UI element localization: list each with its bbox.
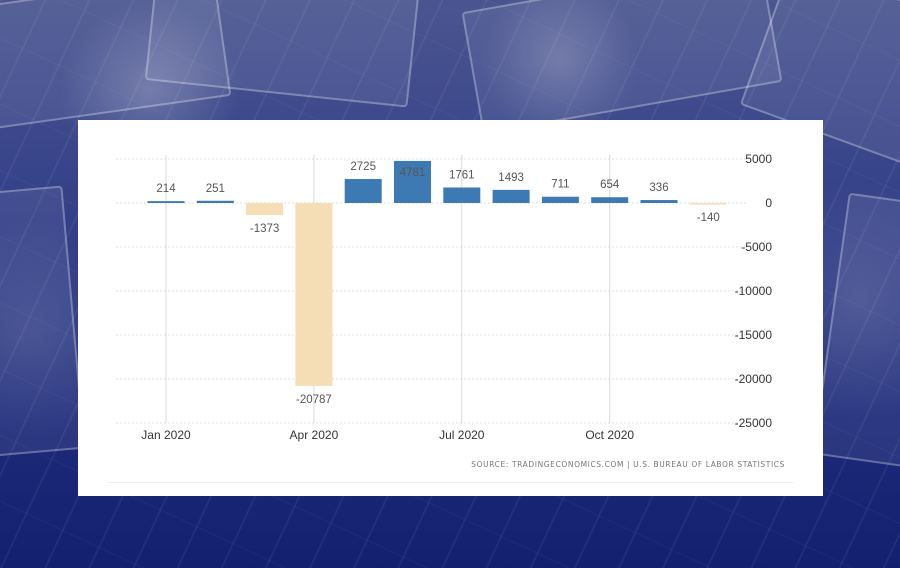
y-tick-label: 5000 (745, 152, 772, 166)
bar-chart: 214 251 -1373 -20787 2725 4781 1761 1493 711 654 3… (116, 152, 773, 442)
x-tick-label: Jul 2020 (439, 428, 485, 442)
data-label: 251 (206, 183, 225, 195)
source-text: SOURCE: TRADINGECONOMICS.COM | U.S. BURE… (471, 460, 785, 469)
bar (196, 200, 234, 203)
banknote-decoration (812, 192, 900, 472)
vertical-gridlines (165, 155, 611, 423)
x-tick-label: Apr 2020 (290, 428, 339, 442)
data-label: 1761 (449, 170, 475, 182)
bar (640, 200, 678, 203)
data-label: 4781 (400, 167, 426, 179)
data-label: 336 (649, 182, 668, 194)
bar (147, 201, 185, 203)
bar (492, 189, 530, 203)
bar (541, 196, 579, 203)
y-tick-label: -15000 (735, 328, 773, 342)
data-label: -1373 (250, 223, 279, 235)
bar (394, 160, 431, 203)
data-label: 2725 (350, 161, 376, 173)
x-tick-label: Oct 2020 (585, 428, 634, 442)
data-label: 1493 (498, 172, 524, 184)
banknote-decoration (0, 185, 86, 459)
chart-card: 214 251 -1373 -20787 2725 4781 1761 1493 711 654 3… (78, 120, 823, 496)
y-tick-label: -5000 (741, 240, 772, 254)
data-label: -20787 (296, 394, 332, 406)
bar (689, 203, 727, 205)
x-tick-label: Jan 2020 (141, 428, 191, 442)
bar (344, 179, 382, 203)
bar (246, 203, 284, 216)
data-label: 214 (156, 183, 176, 195)
data-label: 711 (551, 179, 569, 191)
y-tick-label: -25000 (735, 416, 773, 430)
data-label: -140 (697, 212, 720, 224)
divider (108, 482, 793, 483)
y-tick-label: -10000 (735, 284, 773, 298)
data-label: 654 (600, 179, 620, 191)
bar (295, 203, 333, 386)
y-tick-label: -20000 (735, 372, 773, 386)
bar (443, 187, 481, 203)
y-tick-label: 0 (765, 196, 772, 210)
bar (591, 197, 629, 203)
banknote-decoration (461, 0, 783, 135)
